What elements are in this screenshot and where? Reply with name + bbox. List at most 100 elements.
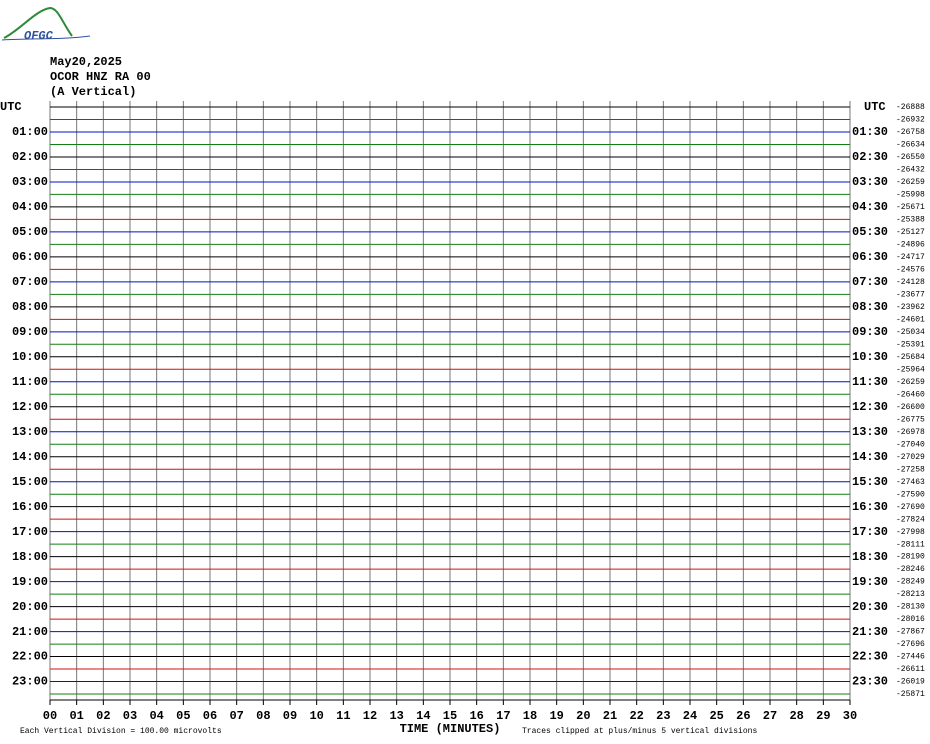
trace-offset: -23677: [896, 290, 925, 299]
right-time-label: 02:30: [852, 150, 888, 164]
right-time-label: 17:30: [852, 525, 888, 539]
trace-offset: -28130: [896, 603, 925, 612]
left-time-label: 22:00: [12, 650, 48, 664]
trace-offset: -24601: [896, 315, 925, 324]
left-time-label: 15:00: [12, 475, 48, 489]
x-tick-label: 02: [96, 709, 110, 723]
right-time-label: 23:30: [852, 675, 888, 689]
trace-offset: -26259: [896, 378, 925, 387]
left-time-label: 09:00: [12, 325, 48, 339]
x-tick-label: 08: [256, 709, 270, 723]
x-tick-label: 22: [629, 709, 643, 723]
logo-swoosh: [3, 6, 73, 39]
right-time-label: 05:30: [852, 225, 888, 239]
x-tick-label: 21: [603, 709, 617, 723]
x-tick-label: 01: [69, 709, 83, 723]
right-time-label: 21:30: [852, 625, 888, 639]
trace-offset: -26550: [896, 153, 925, 162]
trace-offset: -25964: [896, 365, 925, 374]
x-tick-label: 18: [523, 709, 537, 723]
trace-offset: -27040: [896, 440, 925, 449]
x-tick-label: 03: [123, 709, 137, 723]
left-time-label: 01:00: [12, 125, 48, 139]
right-time-label: UTC: [864, 100, 886, 114]
left-time-label: 04:00: [12, 200, 48, 214]
trace-offset: -27258: [896, 465, 925, 474]
right-time-label: 14:30: [852, 450, 888, 464]
trace-offset: -27590: [896, 490, 925, 499]
trace-offset: -27998: [896, 528, 925, 537]
x-tick-label: 05: [176, 709, 190, 723]
left-time-label: 10:00: [12, 350, 48, 364]
x-tick-label: 13: [389, 709, 403, 723]
x-tick-label: 06: [203, 709, 217, 723]
clip-note: Traces clipped at plus/minus 5 vertical …: [522, 727, 757, 736]
x-tick-label: 17: [496, 709, 510, 723]
trace-offset: -27029: [896, 453, 925, 462]
left-time-label: 06:00: [12, 250, 48, 264]
left-time-label: 12:00: [12, 400, 48, 414]
grid: [49, 101, 851, 705]
trace-offset: -26259: [896, 178, 925, 187]
trace-offset: -26019: [896, 678, 925, 687]
right-time-label: 09:30: [852, 325, 888, 339]
component: (A Vertical): [50, 85, 136, 99]
trace-offset: -25871: [896, 690, 925, 699]
x-tick-label: 28: [789, 709, 803, 723]
trace-offset: -28016: [896, 615, 925, 624]
trace-offset: -23962: [896, 303, 925, 312]
trace-offset: -25388: [896, 216, 925, 225]
x-tick-label: 30: [843, 709, 857, 723]
trace-offset: -27463: [896, 478, 925, 487]
right-time-label: 10:30: [852, 350, 888, 364]
trace-offset: -27824: [896, 515, 925, 524]
trace-offset: -26888: [896, 103, 925, 112]
x-tick-label: 24: [683, 709, 697, 723]
right-time-label: 18:30: [852, 550, 888, 564]
trace-offset: -26775: [896, 415, 925, 424]
trace-offset: -25998: [896, 191, 925, 200]
right-time-label: 22:30: [852, 650, 888, 664]
right-time-label: 03:30: [852, 175, 888, 189]
trace-offset: -28249: [896, 578, 925, 587]
left-time-label: 05:00: [12, 225, 48, 239]
left-time-label: UTC: [0, 100, 22, 114]
left-time-label: 20:00: [12, 600, 48, 614]
trace-offset: -26634: [896, 141, 925, 150]
trace-offset: -27696: [896, 640, 925, 649]
x-tick-label: 26: [736, 709, 750, 723]
right-time-label: 12:30: [852, 400, 888, 414]
traces: [50, 106, 850, 695]
logo-line: [1, 35, 91, 41]
x-tick-label: 00: [43, 709, 57, 723]
x-tick-label: 25: [709, 709, 723, 723]
right-time-label: 06:30: [852, 250, 888, 264]
right-time-label: 19:30: [852, 575, 888, 589]
date: May20,2025: [50, 55, 122, 69]
trace-offset: -27867: [896, 628, 925, 637]
left-time-label: 21:00: [12, 625, 48, 639]
trace-offset: -26600: [896, 403, 925, 412]
right-time-label: 08:30: [852, 300, 888, 314]
trace-offset: -24896: [896, 240, 925, 249]
left-time-label: 11:00: [12, 375, 48, 389]
trace-offset: -25391: [896, 340, 925, 349]
left-time-label: 19:00: [12, 575, 48, 589]
x-tick-label: 15: [443, 709, 457, 723]
left-time-label: 17:00: [12, 525, 48, 539]
trace-offset: -26460: [896, 390, 925, 399]
trace-offset: -25034: [896, 328, 925, 337]
trace-offset: -27690: [896, 503, 925, 512]
trace-offset: -28213: [896, 590, 925, 599]
left-time-label: 16:00: [12, 500, 48, 514]
x-tick-label: 04: [149, 709, 163, 723]
scale-note: Each Vertical Division = 100.00 microvol…: [20, 727, 222, 736]
left-time-label: 02:00: [12, 150, 48, 164]
trace-offset: -24128: [896, 278, 925, 287]
trace-offset: -26932: [896, 116, 925, 125]
right-time-label: 01:30: [852, 125, 888, 139]
trace-offset: -25127: [896, 228, 925, 237]
right-time-label: 04:30: [852, 200, 888, 214]
trace-offset: -28190: [896, 553, 925, 562]
